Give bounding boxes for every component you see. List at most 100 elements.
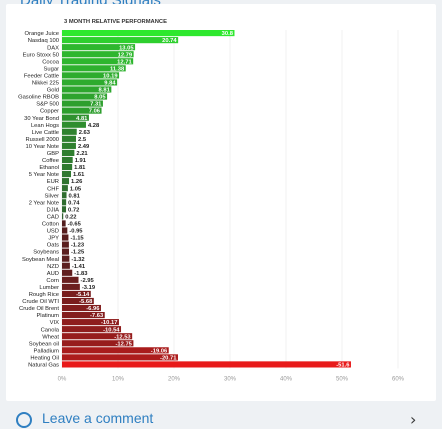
bar (62, 290, 91, 297)
bar (62, 156, 73, 164)
bar (62, 354, 178, 361)
bar (62, 269, 73, 276)
data-label: -12.53 (114, 334, 131, 340)
category-label: DJIA (46, 207, 59, 213)
data-label: 0.81 (69, 193, 81, 199)
data-label: -1.25 (71, 250, 85, 256)
category-label: Soybeans (33, 250, 59, 256)
data-label: 9.84 (104, 81, 116, 87)
category-label: GBP (47, 151, 59, 157)
bar (62, 51, 134, 58)
bar (62, 163, 73, 171)
category-label: Crude Oil Brent (19, 306, 59, 312)
category-label: Lean Hogs (31, 123, 59, 129)
bar (62, 121, 86, 128)
bar (62, 79, 118, 86)
comment-circle-icon[interactable] (16, 412, 32, 428)
data-label: -1.23 (71, 243, 85, 249)
category-label: 30 Year Bond (24, 116, 59, 122)
data-label: -10.17 (101, 320, 117, 326)
data-label: -0.95 (69, 229, 83, 235)
data-label: -5.68 (79, 299, 93, 305)
data-label: 0.22 (65, 214, 76, 220)
data-label: 2.21 (76, 151, 88, 157)
data-label: -1.32 (71, 257, 84, 263)
bar (62, 304, 101, 312)
category-label: Oats (47, 243, 59, 249)
data-label: -3.19 (82, 285, 96, 291)
category-label: Orange Juice (25, 31, 59, 37)
data-label: 12.71 (117, 59, 132, 65)
category-label: Corn (46, 278, 59, 284)
data-label: 1.26 (71, 179, 83, 185)
category-label: AUD (47, 271, 59, 277)
category-label: Nasdaq 100 (28, 38, 59, 44)
category-label: Sugar (44, 66, 60, 72)
bar (62, 276, 79, 283)
category-label: VIX (50, 320, 59, 326)
relative-performance-chart: 0% 10% 20% 30% 40% 50% 60% Orange Juice 30.8 Nasd… (18, 19, 405, 382)
comment-row (0, 401, 442, 423)
bar (62, 255, 70, 262)
bar (62, 171, 72, 178)
data-label: 30.8 (222, 31, 234, 37)
x-tick-label: 10% (112, 376, 125, 382)
chart-card: 0% 10% 20% 30% 40% 50% 60% Orange Juice 30.8 Nasd… (6, 4, 436, 401)
bar (62, 93, 108, 100)
category-label: EUR (47, 179, 59, 185)
data-label: -12.75 (115, 341, 132, 347)
data-label: 13.05 (119, 45, 134, 51)
bar (62, 206, 67, 213)
data-label: 2.49 (78, 144, 90, 150)
data-label: 7.31 (90, 102, 102, 108)
data-label: 1.81 (74, 165, 86, 171)
bar (62, 220, 66, 227)
category-label: Soybean oil (29, 341, 59, 347)
category-label: Cotton (42, 222, 59, 228)
bar (62, 227, 68, 234)
data-label: 8.81 (99, 88, 111, 94)
data-label: 11.38 (110, 66, 125, 72)
x-tick-label: 40% (280, 376, 293, 382)
bar (62, 199, 67, 206)
bar (62, 30, 235, 37)
category-label: Silver (45, 193, 60, 199)
category-label: Feeder Cattle (24, 73, 59, 79)
chevron-right-icon[interactable]: › (410, 410, 417, 429)
data-label: -7.63 (90, 313, 104, 319)
bar (62, 234, 69, 241)
data-label: -0.65 (68, 222, 82, 228)
data-label: -20.71 (160, 355, 177, 361)
category-label: 5 Year Note (29, 172, 59, 178)
labels-layer: 0% 10% 20% 30% 40% 50% 60% Orange Juice 30.8 Nasd… (18, 31, 405, 382)
category-label: Cocoa (42, 59, 60, 65)
category-label: Euro Stoxx 50 (23, 52, 59, 58)
bar (62, 185, 68, 192)
category-label: Rough Rice (29, 292, 59, 298)
x-tick-label: 30% (224, 376, 237, 382)
category-label: Gold (47, 88, 59, 94)
x-tick-label: 50% (336, 376, 349, 382)
bar (62, 37, 179, 44)
data-label: 1.91 (75, 158, 87, 164)
category-label: JPY (48, 236, 59, 242)
bar (62, 65, 126, 72)
bar (62, 361, 351, 368)
bar (62, 135, 76, 142)
data-label: 8.05 (94, 95, 106, 101)
bar (62, 58, 134, 65)
bar (62, 319, 119, 326)
x-tick-label: 20% (168, 376, 181, 382)
bar (62, 178, 70, 185)
category-label: Palladium (34, 348, 60, 354)
data-label: 12.79 (118, 52, 133, 58)
data-label: 4.81 (76, 116, 88, 122)
data-label: 10.19 (103, 73, 118, 79)
bar (62, 347, 169, 354)
data-label: -2.95 (81, 278, 95, 284)
bar (62, 128, 77, 135)
category-label: Coffee (42, 158, 59, 164)
category-label: CAD (47, 214, 59, 220)
category-label: Copper (40, 109, 59, 115)
leave-comment-link[interactable]: Leave a comment (42, 410, 154, 426)
